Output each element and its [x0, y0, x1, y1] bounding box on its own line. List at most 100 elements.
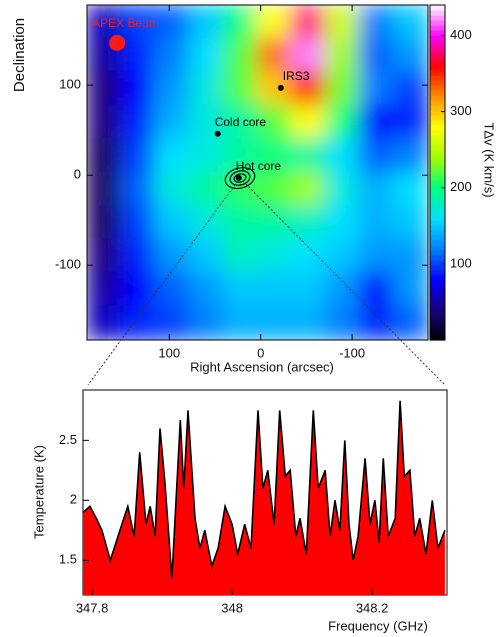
colorbar-swatch: [430, 105, 445, 111]
heatmap-cell: [392, 71, 428, 107]
colorbar-tick-label: 400: [450, 27, 472, 42]
heatmap-cell: [153, 5, 191, 40]
colorbar-swatch: [430, 90, 445, 96]
colorbar-swatch: [430, 140, 445, 146]
colorbar-swatch: [430, 215, 445, 221]
heatmap-cell: [324, 5, 362, 40]
heatmap-cell: [392, 205, 428, 241]
heatmap-cell: [392, 104, 428, 140]
heatmap-cell: [256, 305, 293, 340]
heatmap-cell: [87, 71, 123, 107]
heatmap-cell: [324, 137, 362, 174]
y-tick-label: 2: [70, 492, 77, 507]
heatmap-cell: [392, 37, 428, 74]
heatmap-cell: [358, 137, 395, 174]
heatmap-cell: [188, 5, 225, 40]
colorbar-swatch: [430, 45, 445, 51]
colorbar-swatch: [430, 325, 445, 331]
colorbar-swatch: [430, 255, 445, 261]
heatmap-cell: [188, 137, 225, 174]
heatmap-cell: [153, 171, 191, 208]
heatmap-cell: [120, 171, 157, 208]
colorbar-swatch: [430, 235, 445, 241]
heatmap-cell: [358, 305, 395, 340]
colorbar-swatch: [430, 120, 445, 126]
colorbar-swatch: [430, 330, 445, 336]
colorbar-swatch: [430, 320, 445, 326]
heatmap-cell: [290, 37, 327, 74]
heatmap-cell: [324, 37, 362, 74]
colorbar-swatch: [430, 175, 445, 181]
spectrum-line: [82, 400, 446, 579]
heatmap-cell: [120, 104, 157, 140]
colorbar-tick-label: 100: [450, 255, 472, 270]
colorbar-swatch: [430, 55, 445, 61]
heatmap-cell: [87, 205, 123, 241]
y-tick-label: 2.5: [59, 432, 77, 447]
heatmap-cell: [358, 5, 395, 40]
colorbar-tick-label: 300: [450, 103, 472, 118]
colorbar-swatch: [430, 190, 445, 196]
x-tick-label: 348.2: [356, 600, 389, 615]
spectrum-area: [83, 400, 445, 595]
colorbar-swatch: [430, 100, 445, 106]
heatmap-cell: [256, 171, 293, 208]
source-label: Hot core: [236, 159, 282, 173]
heatmap-cell: [120, 205, 157, 241]
colorbar-swatch: [430, 25, 445, 31]
colorbar-swatch: [430, 65, 445, 71]
source-label: APEX Beam: [92, 16, 159, 30]
heatmap-cell: [222, 5, 259, 40]
colorbar-swatch: [430, 240, 445, 246]
x-axis-label: Frequency (GHz): [328, 618, 428, 633]
heatmap-cell: [392, 5, 428, 40]
colorbar-swatch: [430, 210, 445, 216]
heatmap-cell: [358, 37, 395, 74]
colorbar-swatch: [430, 15, 445, 21]
colorbar-swatch: [430, 130, 445, 136]
heatmap-cell: [290, 271, 327, 308]
colorbar-frame: [429, 4, 446, 341]
heatmap-cell: [222, 271, 259, 308]
heatmap-cell: [153, 71, 191, 107]
heatmap-cell: [324, 271, 362, 308]
heatmap-cell: [87, 305, 123, 340]
colorbar-swatch: [430, 150, 445, 156]
colorbar-swatch: [430, 80, 445, 86]
colorbar-swatch: [430, 30, 445, 36]
heatmap-cell: [324, 71, 362, 107]
colorbar-swatch: [430, 165, 445, 171]
colorbar-swatch: [430, 60, 445, 66]
colorbar-swatch: [430, 305, 445, 311]
colorbar-tick-label: 200: [450, 179, 472, 194]
colorbar-swatch: [430, 145, 445, 151]
colorbar-swatch: [430, 10, 445, 16]
heatmap-cell: [153, 271, 191, 308]
heatmap-cell: [153, 205, 191, 241]
heatmap-cell: [358, 271, 395, 308]
colorbar-swatch: [430, 185, 445, 191]
heatmap-cell: [324, 171, 362, 208]
heatmap-cell: [256, 238, 293, 274]
heatmap-cell: [256, 71, 293, 107]
x-tick-label: -100: [339, 345, 365, 360]
heatmap-cell: [188, 205, 225, 241]
heatmap-cell: [290, 305, 327, 340]
colorbar-swatch: [430, 110, 445, 116]
y-axis-label: Declination: [11, 18, 28, 92]
heatmap-cell: [358, 104, 395, 140]
colorbar-swatch: [430, 290, 445, 296]
colorbar-swatch: [430, 50, 445, 56]
heatmap-cell: [256, 104, 293, 140]
colorbar-swatch: [430, 270, 445, 276]
heatmap-cell: [188, 171, 225, 208]
heatmap-cell: [87, 171, 123, 208]
zoom-lines: [87, 177, 446, 386]
heatmap-cells: [87, 5, 428, 340]
colorbar-swatch: [430, 170, 445, 176]
heatmap-cell: [153, 137, 191, 174]
colorbar-swatch: [430, 295, 445, 301]
colorbar-swatch: [430, 160, 445, 166]
heatmap-cell: [120, 37, 157, 74]
heatmap-cell: [324, 205, 362, 241]
